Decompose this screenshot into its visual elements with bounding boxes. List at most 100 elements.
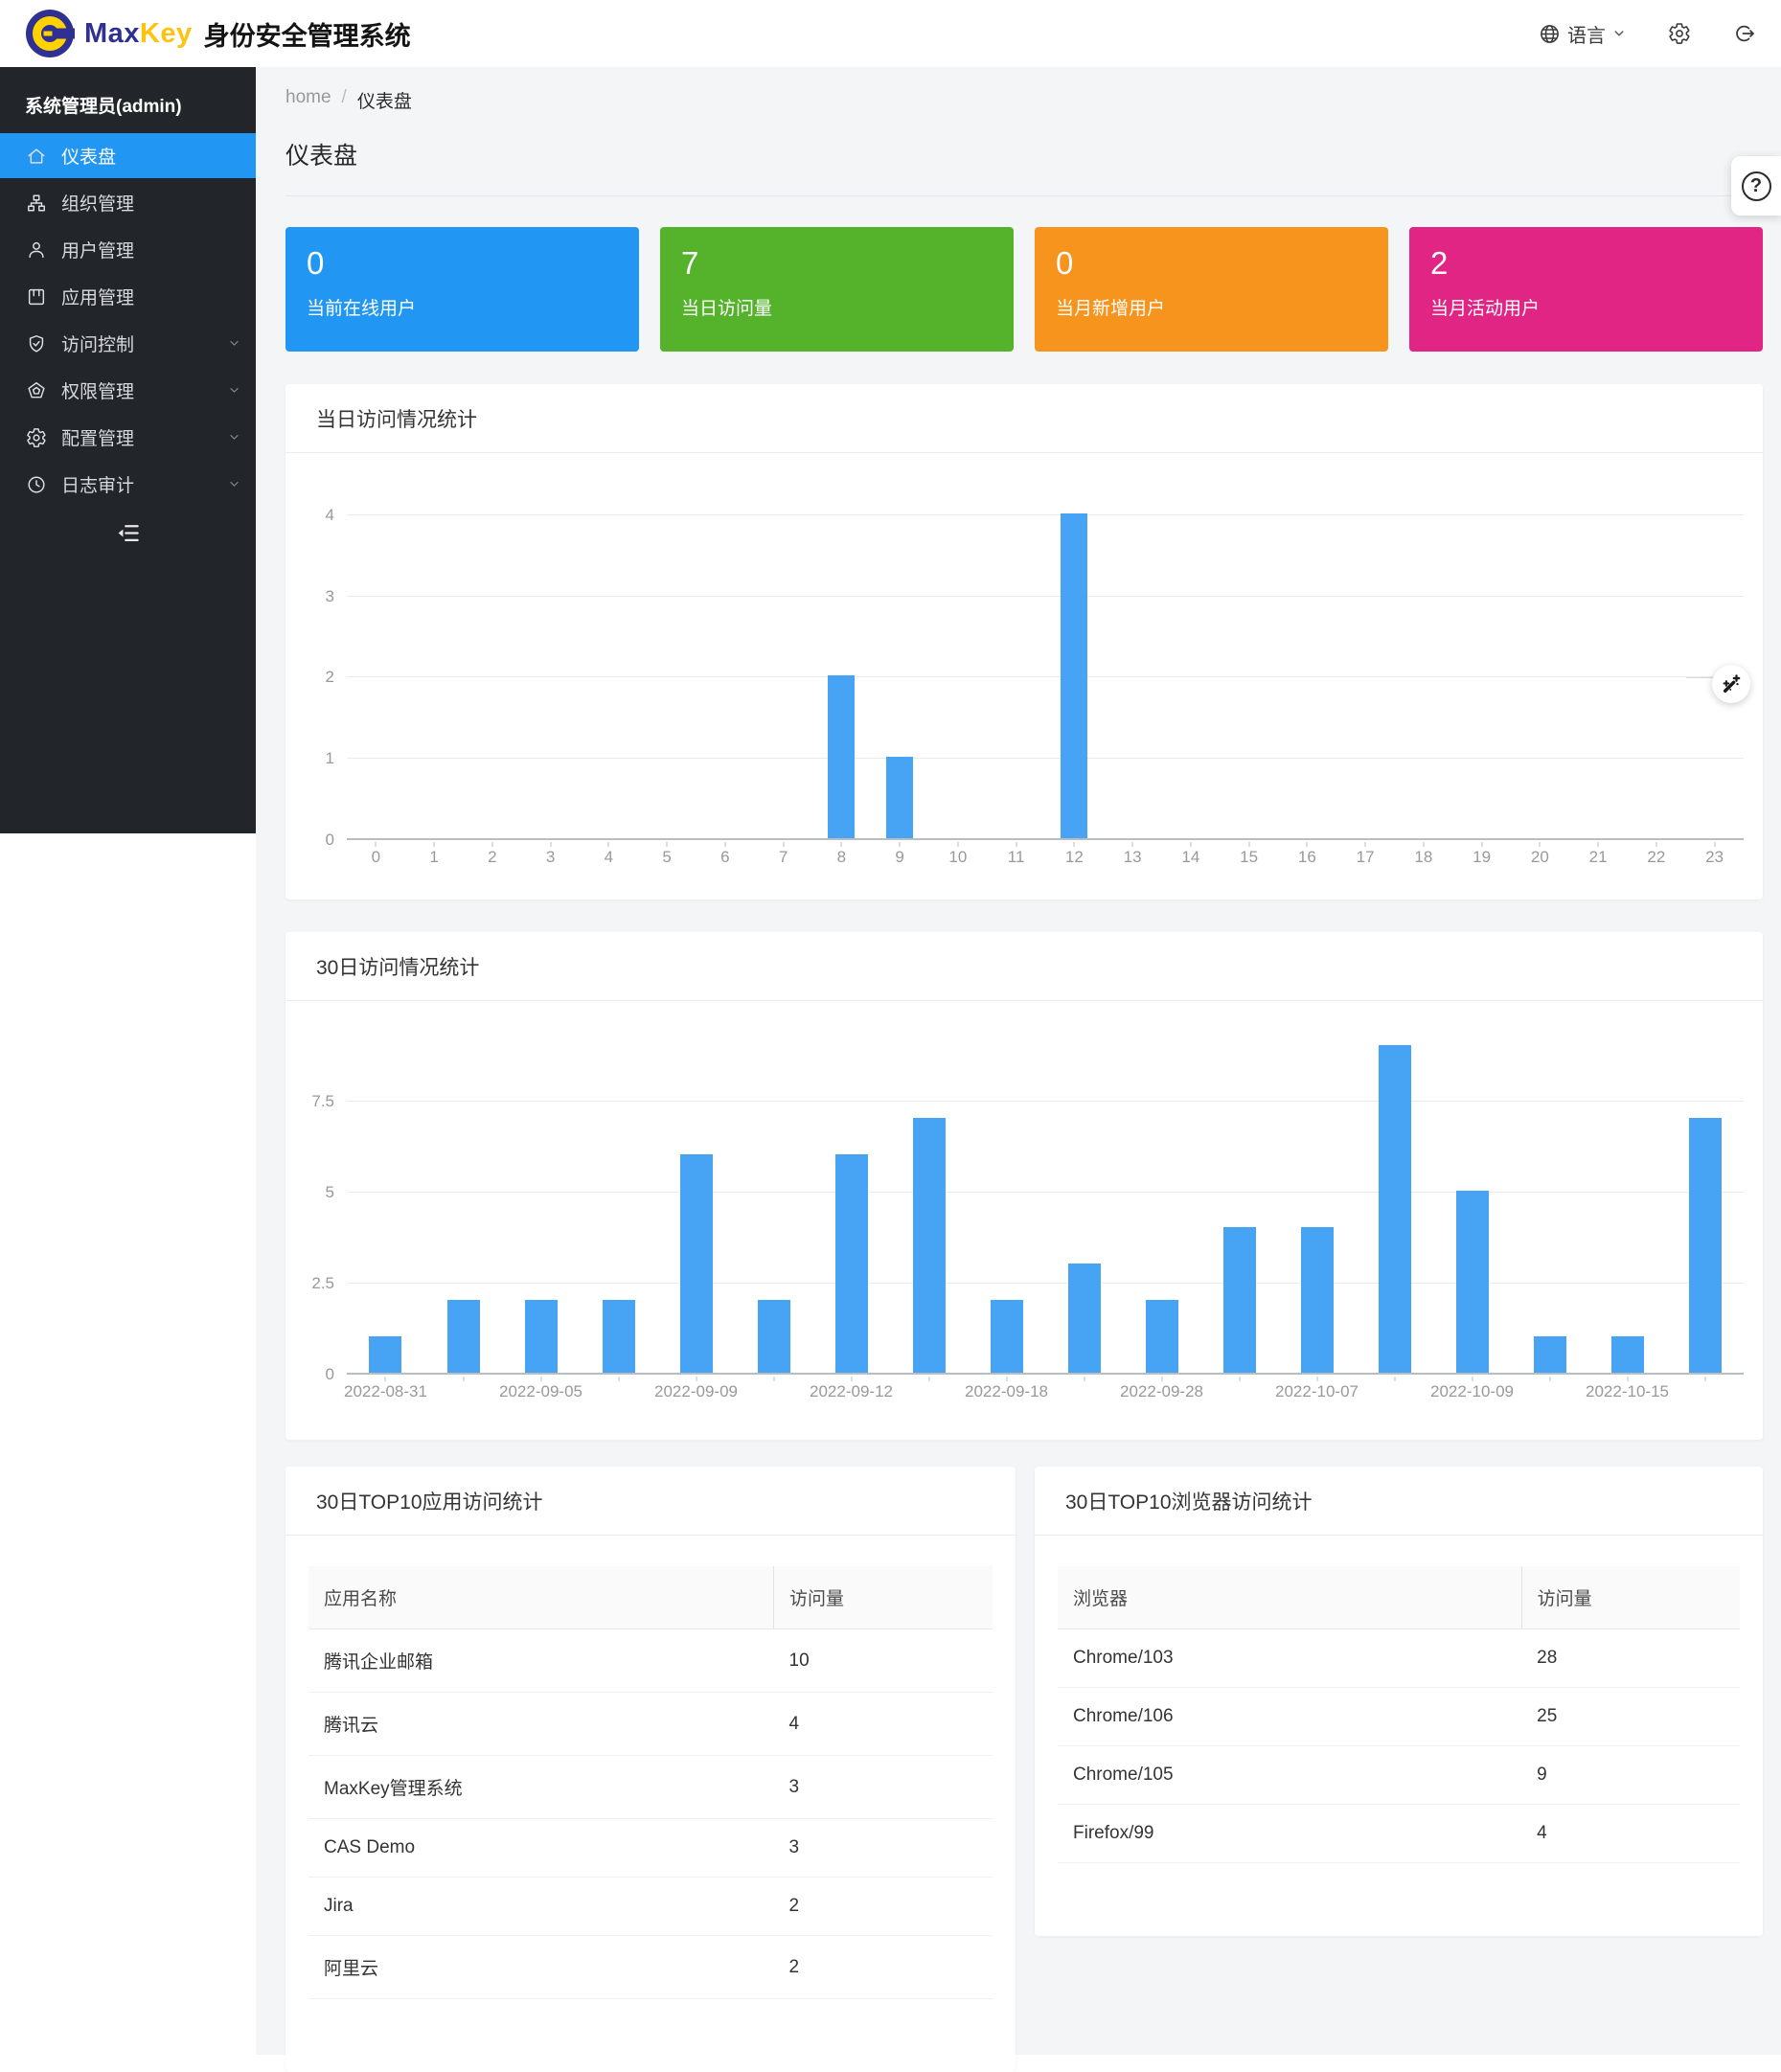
column-header: 应用名称 — [308, 1566, 774, 1629]
logout-icon[interactable] — [1733, 22, 1756, 45]
bar — [1533, 1335, 1566, 1373]
x-axis-tick — [851, 1377, 852, 1381]
stat-card: 0 当月新增用户 — [1035, 227, 1388, 352]
x-tick-label: 2022-09-28 — [1120, 1382, 1203, 1400]
tables-row: 30日TOP10应用访问统计 应用名称 访问量 腾讯企业邮箱 10 腾讯云 4 Max… — [285, 1467, 1763, 2072]
top-apps-table: 应用名称 访问量 腾讯企业邮箱 10 腾讯云 4 MaxKey管理系统 3 CAS De… — [308, 1566, 993, 1999]
breadcrumb-separator: / — [341, 87, 347, 107]
stat-label: 当前在线用户 — [307, 299, 417, 319]
cell-count: 9 — [1521, 1745, 1740, 1805]
x-axis-tick — [899, 842, 901, 847]
x-tick-label: 18 — [1414, 848, 1433, 866]
x-tick-label: 23 — [1705, 848, 1724, 866]
stat-value: 7 — [681, 245, 699, 281]
sidebar-item-app[interactable]: 应用管理 — [0, 274, 256, 319]
x-axis-tick — [1239, 1377, 1240, 1381]
settings-gear-icon[interactable] — [1668, 22, 1691, 45]
y-tick-label: 2 — [325, 668, 334, 687]
sidebar-user-label: 系统管理员(admin) — [25, 97, 182, 117]
drawer-edge-line — [1686, 677, 1715, 678]
stat-label: 当日访问量 — [681, 299, 773, 319]
cell-count: 25 — [1521, 1687, 1740, 1746]
y-tick-label: 7.5 — [311, 1091, 334, 1110]
x-axis-tick — [433, 842, 435, 847]
y-tick-label: 4 — [325, 505, 334, 524]
cell-name: Chrome/105 — [1058, 1745, 1522, 1805]
x-axis-tick — [1423, 842, 1425, 847]
menu-collapse-button[interactable] — [0, 520, 256, 546]
x-tick-label: 2022-09-09 — [654, 1382, 738, 1400]
monthly-visits-xaxis: 2022-08-31 2022-09-05 2022-09-09 2022-09-12… — [344, 1382, 1744, 1407]
column-header: 访问量 — [1520, 1566, 1740, 1629]
sidebar-item-label: 应用管理 — [61, 288, 135, 308]
bar — [1300, 1226, 1334, 1373]
sidebar-item-label: 权限管理 — [61, 382, 135, 402]
magic-wand-icon — [1723, 673, 1740, 693]
x-axis-tick — [1655, 842, 1657, 847]
x-axis-tick — [463, 1377, 464, 1381]
x-axis-tick — [1714, 842, 1716, 847]
x-tick-label: 22 — [1647, 848, 1666, 866]
sidebar-item-user[interactable]: 用户管理 — [0, 227, 256, 272]
x-axis-line — [347, 838, 1744, 840]
x-axis-tick — [1190, 842, 1192, 847]
home-icon — [26, 146, 47, 167]
pentagon-icon — [26, 380, 47, 401]
x-tick-label: 15 — [1240, 848, 1259, 866]
x-axis-tick — [1006, 1377, 1007, 1381]
x-tick-label: 2022-10-07 — [1275, 1382, 1359, 1400]
x-tick-label: 0 — [371, 848, 381, 866]
bar — [886, 757, 914, 838]
x-axis-tick — [1472, 1377, 1473, 1381]
breadcrumb-home-link[interactable]: home — [285, 87, 331, 107]
sidebar-item-pentagon[interactable]: 权限管理 — [0, 368, 256, 413]
table-row: Chrome/103 28 — [1058, 1628, 1740, 1688]
stat-card: 2 当月活动用户 — [1409, 227, 1763, 352]
sidebar-item-home[interactable]: 仪表盘 — [0, 133, 256, 178]
x-axis-tick — [1073, 842, 1075, 847]
shield-icon — [26, 333, 47, 354]
x-tick-label: 6 — [720, 848, 730, 866]
sidebar-item-clock[interactable]: 日志审计 — [0, 462, 256, 507]
breadcrumb-current: 仪表盘 — [356, 92, 412, 112]
cell-count: 10 — [773, 1628, 993, 1693]
chevron-down-icon — [230, 388, 239, 393]
bar — [602, 1299, 635, 1373]
divider — [285, 452, 1763, 453]
theme-wand-button[interactable] — [1712, 665, 1750, 703]
sidebar-item-gear[interactable]: 配置管理 — [0, 415, 256, 460]
gridline — [347, 758, 1744, 760]
x-axis-tick — [1161, 1377, 1162, 1381]
table-row: MaxKey管理系统 3 — [308, 1755, 993, 1819]
table-row: Jira 2 — [308, 1877, 993, 1936]
bar — [1610, 1335, 1644, 1373]
help-button[interactable]: ? — [1731, 156, 1781, 216]
x-tick-label: 2022-09-05 — [499, 1382, 582, 1400]
cell-count: 2 — [773, 1935, 993, 1999]
x-axis-tick — [1394, 1377, 1395, 1381]
x-axis-tick — [1084, 1377, 1085, 1381]
maxkey-logo — [26, 10, 75, 57]
divider — [285, 1000, 1763, 1001]
language-menu[interactable]: 语言 — [1539, 20, 1626, 48]
user-icon — [26, 239, 47, 261]
sidebar-item-org[interactable]: 组织管理 — [0, 180, 256, 225]
x-axis-tick — [1306, 842, 1308, 847]
sidebar-item-label: 用户管理 — [61, 241, 135, 262]
divider — [1035, 1535, 1763, 1536]
table-row: Firefox/99 4 — [1058, 1804, 1740, 1863]
language-label: 语言 — [1567, 25, 1606, 47]
chevron-down-icon — [1614, 31, 1624, 36]
chart-title: 30日访问情况统计 — [316, 957, 480, 979]
bar — [1378, 1044, 1411, 1373]
sidebar-item-shield[interactable]: 访问控制 — [0, 321, 256, 366]
x-axis-tick — [1248, 842, 1250, 847]
cell-name: Chrome/103 — [1058, 1628, 1522, 1688]
page-title: 仪表盘 — [285, 143, 358, 170]
stat-value: 2 — [1430, 245, 1449, 281]
sidebar: 系统管理员(admin) 仪表盘 组织管理 用户管理 应用管理 访问控制 权限管… — [0, 67, 256, 833]
x-axis-tick — [1131, 842, 1133, 847]
stat-value: 0 — [307, 245, 325, 281]
y-tick-label: 2.5 — [311, 1273, 334, 1292]
stat-label: 当月新增用户 — [1056, 299, 1166, 319]
